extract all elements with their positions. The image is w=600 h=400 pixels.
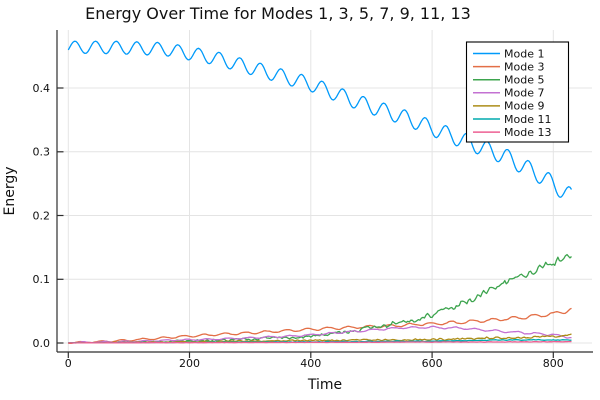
- legend-label-mode-13: Mode 13: [504, 126, 551, 139]
- x-tick-label: 0: [65, 357, 72, 370]
- x-tick-label: 200: [179, 357, 200, 370]
- x-axis-label: Time: [307, 377, 342, 393]
- series-lines: [67, 40, 573, 345]
- y-tick-label: 0.2: [33, 209, 51, 222]
- chart-title: Energy Over Time for Modes 1, 3, 5, 7, 9…: [85, 4, 471, 23]
- y-axis-label: Energy: [2, 166, 18, 215]
- legend-label-mode-5: Mode 5: [504, 74, 544, 87]
- x-tick-label: 600: [422, 357, 443, 370]
- legend-label-mode-1: Mode 1: [504, 47, 544, 60]
- legend-box: [465, 41, 570, 143]
- series-line-mode-3: [68, 307, 572, 345]
- y-tick-label: 0.3: [33, 146, 51, 159]
- x-tick-label: 400: [300, 357, 321, 370]
- y-tick-label: 0.1: [33, 273, 51, 286]
- legend-label-mode-9: Mode 9: [504, 100, 544, 113]
- y-tick-label: 0.0: [33, 337, 51, 350]
- x-tick-label: 800: [543, 357, 564, 370]
- legend-label-mode-3: Mode 3: [504, 60, 544, 73]
- series-line-mode-13: [68, 340, 572, 344]
- legend-label-mode-7: Mode 7: [504, 87, 544, 100]
- axis-ticks: 0 200 400 600 800 0.0 0.1 0.2 0.3 0.4: [33, 82, 564, 370]
- y-tick-label: 0.4: [33, 82, 51, 95]
- legend-label-mode-11: Mode 11: [504, 113, 551, 126]
- series-line-mode-7: [68, 325, 572, 344]
